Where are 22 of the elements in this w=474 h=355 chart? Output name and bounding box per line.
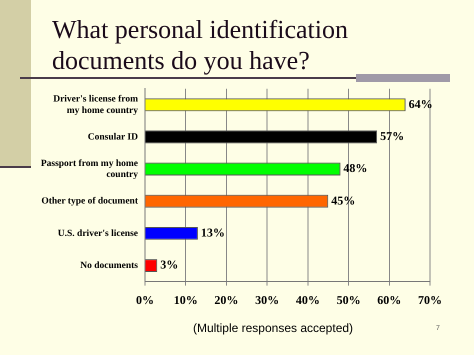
data-label: 13%: [200, 225, 225, 240]
y-tick-label: Consular ID: [88, 132, 138, 142]
x-tick-label: 0%: [136, 292, 154, 307]
text: (Multiple responses accepted): [192, 321, 354, 335]
x-tick-label: 20%: [214, 292, 238, 307]
y-tick-label: Passport from my home country: [40, 158, 138, 180]
y-tick-label: U.S. driver's license: [58, 228, 138, 239]
x-tick-label: 50%: [336, 292, 361, 307]
y-tick-label: Driver's license from my home country: [53, 94, 138, 116]
data-label: 45%: [331, 193, 356, 208]
data-label: 3%: [160, 258, 178, 272]
data-label: 48%: [343, 161, 368, 176]
y-tick-label: Other type of document: [41, 196, 139, 207]
x-tick-label: 10%: [174, 292, 198, 307]
x-tick-label: 70%: [418, 292, 442, 307]
x-tick-label: 30%: [255, 292, 280, 307]
chart-title: What personal identification documents do you have?: [52, 14, 350, 76]
x-tick-label: 60%: [377, 292, 402, 307]
data-label: 64%: [408, 96, 433, 111]
data-label: 57%: [380, 129, 404, 144]
x-tick-label: 40%: [296, 292, 320, 307]
y-tick-label: No documents: [80, 260, 138, 271]
